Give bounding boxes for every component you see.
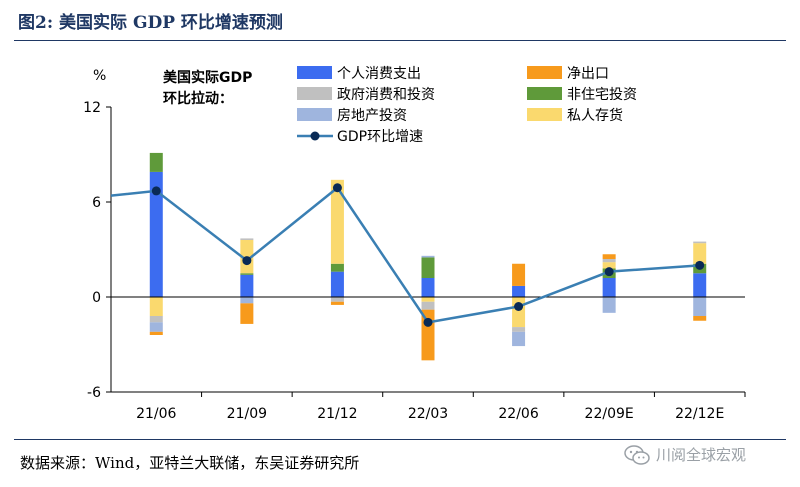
legend-swatch bbox=[297, 66, 332, 79]
legend-label: 政府消费和投资 bbox=[337, 87, 435, 103]
legend-swatch bbox=[527, 108, 562, 121]
bar-22/09E-3 bbox=[602, 259, 616, 263]
bar-22/06-3 bbox=[512, 327, 526, 332]
bar-21/06-5 bbox=[149, 331, 163, 335]
watermark: 川阅全球宏观 bbox=[624, 444, 746, 465]
bar-22/12E-3 bbox=[693, 241, 707, 244]
x-tick-label: 21/12 bbox=[317, 406, 357, 422]
gdp-point-21/12 bbox=[332, 183, 342, 193]
bar-22/06-4 bbox=[512, 331, 526, 347]
bar-21/09-5 bbox=[240, 303, 254, 324]
watermark-text: 川阅全球宏观 bbox=[656, 446, 747, 464]
bar-22/12E-0 bbox=[693, 273, 707, 297]
gdp-point-21/09 bbox=[242, 256, 252, 266]
bar-22/03-3 bbox=[421, 301, 435, 310]
axes-layer: -6 0 6 12% 21/06 21/09 21/12 22/03 22/06 22/09E 22… bbox=[83, 68, 746, 422]
x-tick-label: 22/12E bbox=[675, 406, 724, 422]
bar-21/06-3 bbox=[149, 316, 163, 323]
legend-swatch bbox=[297, 108, 332, 121]
bar-21/06-1 bbox=[149, 152, 163, 172]
legend-label: 个人消费支出 bbox=[337, 66, 421, 82]
bar-21/06-4 bbox=[149, 322, 163, 332]
bar-22/03-4 bbox=[421, 255, 435, 258]
y-tick-label: 6 bbox=[92, 195, 101, 211]
bar-22/09E-0 bbox=[602, 278, 616, 297]
bar-22/12E-4 bbox=[693, 297, 707, 316]
x-tick-label: 21/09 bbox=[227, 406, 267, 422]
bar-21/09-1 bbox=[240, 273, 254, 275]
legend-swatch bbox=[527, 87, 562, 100]
x-tick-label: 22/06 bbox=[498, 406, 538, 422]
bar-21/06-2 bbox=[149, 297, 163, 316]
legend-heading: 环比拉动： bbox=[163, 90, 233, 107]
gdp-point-22/03 bbox=[423, 317, 433, 327]
bar-21/12-5 bbox=[330, 301, 344, 305]
gdp-point-22/06 bbox=[514, 302, 524, 311]
y-tick-label: 0 bbox=[92, 290, 101, 306]
gdp-point-22/12E bbox=[695, 260, 705, 270]
wechat-icon bbox=[624, 444, 650, 465]
gdp-point-22/09E bbox=[604, 267, 614, 277]
gdp-line bbox=[110, 185, 700, 324]
bar-22/03-1 bbox=[421, 257, 435, 278]
gdp-point-21/06 bbox=[151, 186, 161, 196]
figure-title: 图2: 美国实际 GDP 环比增速预测 bbox=[18, 13, 283, 33]
bar-21/12-0 bbox=[330, 271, 344, 297]
y-tick-label: 12 bbox=[83, 100, 101, 116]
bar-22/12E-5 bbox=[693, 316, 707, 321]
legend-label: 非住宅投资 bbox=[567, 87, 637, 103]
footer-rule bbox=[14, 439, 786, 440]
bar-22/09E-5 bbox=[602, 254, 616, 259]
bar-21/09-0 bbox=[240, 274, 254, 297]
bar-22/12E-2 bbox=[693, 243, 707, 264]
x-tick-label: 21/06 bbox=[136, 406, 176, 422]
title-rule bbox=[14, 40, 786, 41]
bar-22/03-2 bbox=[421, 297, 435, 302]
gdp-chart: -6 0 6 12% 21/06 21/09 21/12 22/03 22/06 22/09E 22… bbox=[83, 66, 746, 422]
bar-21/09-3 bbox=[240, 238, 254, 240]
x-tick-label: 22/09E bbox=[585, 406, 634, 422]
bar-22/09E-2 bbox=[602, 262, 616, 269]
legend-swatch bbox=[297, 87, 332, 100]
bar-22/06-0 bbox=[512, 285, 526, 297]
bar-22/09E-4 bbox=[602, 297, 616, 313]
bar-21/12-2 bbox=[330, 179, 344, 264]
bar-21/09-4 bbox=[240, 297, 254, 304]
bar-21/12-3 bbox=[330, 297, 344, 302]
y-tick-label: -6 bbox=[87, 385, 101, 401]
legend-label: GDP环比增速 bbox=[337, 129, 423, 145]
y-unit-label: % bbox=[93, 68, 106, 84]
bar-22/06-5 bbox=[512, 263, 526, 286]
legend-heading: 美国实际GDP bbox=[163, 69, 252, 86]
legend-label: 净出口 bbox=[567, 66, 609, 82]
bar-21/06-0 bbox=[149, 171, 163, 297]
bar-21/12-1 bbox=[330, 263, 344, 272]
legend-label: 私人存货 bbox=[567, 107, 623, 124]
bar-22/06-2 bbox=[512, 297, 526, 328]
x-tick-label: 22/03 bbox=[408, 406, 448, 422]
line-layer bbox=[110, 183, 705, 327]
bar-22/03-0 bbox=[421, 278, 435, 297]
legend-swatch bbox=[527, 66, 562, 79]
legend-line-marker bbox=[310, 131, 320, 141]
source-note: 数据来源：Wind，亚特兰大联储，东吴证券研究所 bbox=[20, 454, 360, 472]
legend-label: 房地产投资 bbox=[337, 108, 407, 124]
bars-layer bbox=[149, 152, 707, 361]
